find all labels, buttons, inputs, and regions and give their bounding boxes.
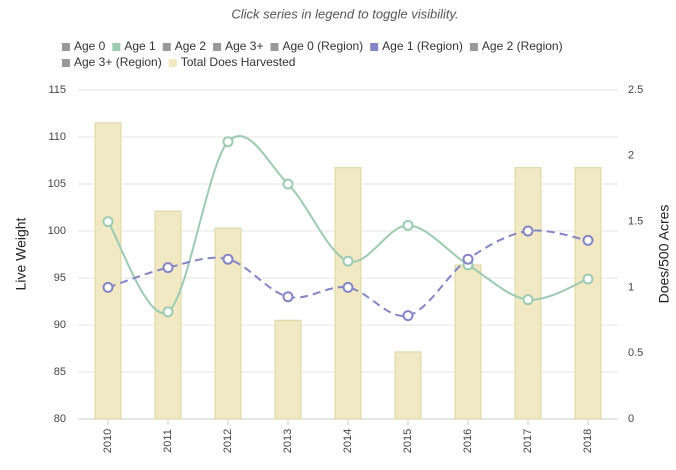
legend-label[interactable]: Age 0 (Region) [282,39,363,53]
legend-marker[interactable] [112,43,121,51]
point [162,262,174,274]
y-axis-title: Live Weight [13,217,29,290]
legend-marker[interactable] [162,43,171,51]
legend-label[interactable]: Age 2 [175,39,207,53]
bar [574,167,602,420]
legend-marker[interactable] [62,43,70,51]
point [522,225,534,237]
legend-label[interactable]: Age 0 [74,39,106,53]
point [582,273,594,285]
x-tick-label: 2015 [402,429,414,453]
point [342,281,354,293]
x-tick-label: 2012 [222,429,234,453]
legend-marker[interactable] [370,43,379,51]
legend-marker[interactable] [62,59,70,67]
y2-axis-title: Does/500 Acres [656,205,672,304]
point [342,255,354,267]
point [102,216,114,228]
legend-label[interactable]: Age 1 (Region) [382,39,463,53]
x-tick-label: 2010 [102,429,114,453]
y2-tick-label: 0.5 [628,347,643,359]
point [162,306,174,318]
x-tick-label: 2016 [462,429,474,453]
point [522,294,534,306]
point [402,219,414,231]
y-tick-label: 105 [48,178,66,190]
legend-label[interactable]: Age 1 [124,39,156,53]
legend-label[interactable]: Total Does Harvested [181,55,296,69]
point [582,234,594,246]
x-tick-label: 2013 [282,429,294,453]
point [222,136,234,148]
bar [514,167,542,420]
legend-label[interactable]: Age 3+ [225,39,263,53]
y-tick-label: 80 [54,413,66,425]
x-tick-label: 2011 [162,429,174,453]
point [102,281,114,293]
y2-tick-label: 0 [628,413,634,425]
legend-marker[interactable] [168,59,177,67]
y2-tick-label: 1.5 [628,216,643,228]
legend-label[interactable]: Age 2 (Region) [482,39,563,53]
y-tick-label: 115 [48,84,66,96]
bar [334,167,362,420]
point [282,291,294,303]
point [222,253,234,265]
y-tick-label: 100 [48,225,66,237]
y-tick-label: 110 [48,131,66,143]
bar [94,122,122,420]
legend-marker[interactable] [213,43,222,51]
bar [454,264,482,420]
x-tick-label: 2017 [522,429,534,453]
y-tick-label: 95 [54,272,66,284]
x-tick-label: 2014 [342,429,354,453]
y2-tick-label: 1 [628,281,634,293]
legend-label[interactable]: Age 3+ (Region) [74,55,162,69]
bar [274,319,302,420]
y2-tick-label: 2 [628,150,634,162]
point [402,310,414,322]
y-tick-label: 90 [54,319,66,331]
point [282,178,294,190]
legend-marker[interactable] [469,43,478,51]
bar [394,351,422,420]
chart-note: Click series in legend to toggle visibil… [231,6,458,21]
series-line [107,135,589,315]
legend-marker[interactable] [270,43,279,51]
x-tick-label: 2018 [582,429,594,453]
y-tick-label: 85 [54,366,66,378]
point [462,253,474,265]
y2-tick-label: 2.5 [628,84,643,96]
